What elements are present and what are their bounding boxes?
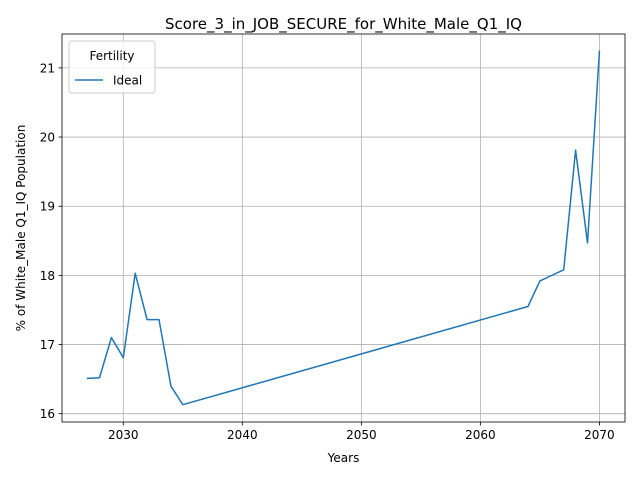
x-tick-label-2: 2050 <box>346 428 377 442</box>
x-axis-label: Years <box>327 451 360 465</box>
series-layer <box>86 50 601 406</box>
y-tick-label-5: 21 <box>40 61 55 75</box>
chart-title: Score_3_in_JOB_SECURE_for_White_Male_Q1_… <box>165 15 522 34</box>
legend-entry-ideal: Ideal <box>113 74 142 88</box>
y-tick-label-0: 16 <box>40 407 55 421</box>
y-tick-label-1: 17 <box>40 338 55 352</box>
legend: Fertility Ideal <box>68 40 156 94</box>
x-tick-label-4: 2070 <box>584 428 615 442</box>
y-tick-label-3: 19 <box>40 200 55 214</box>
x-tick-label-1: 2040 <box>227 428 258 442</box>
series-line-ideal <box>86 50 601 406</box>
y-axis-label: % of White_Male Q1_IQ Population <box>14 125 28 332</box>
x-tick-label-0: 2030 <box>108 428 139 442</box>
y-axis-ticks: 16 17 18 19 20 21 <box>40 61 62 421</box>
y-tick-label-2: 18 <box>40 269 55 283</box>
x-axis-ticks: 2030 2040 2050 2060 2070 <box>108 422 615 442</box>
legend-title: Fertility <box>89 49 134 63</box>
y-tick-label-4: 20 <box>40 131 55 145</box>
plot-area-frame <box>61 33 626 423</box>
grid <box>62 34 625 422</box>
x-tick-label-3: 2060 <box>465 428 496 442</box>
